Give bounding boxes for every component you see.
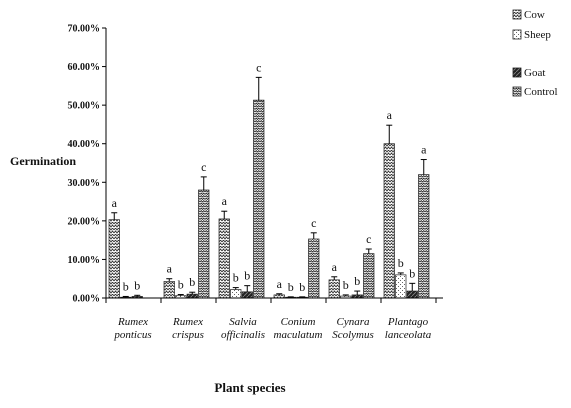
bar (329, 280, 340, 298)
significance-letter: b (123, 279, 129, 293)
bar (396, 275, 407, 298)
significance-letter: a (222, 194, 228, 208)
significance-letter: a (332, 260, 338, 274)
legend-swatch (513, 30, 521, 39)
significance-letter: b (288, 280, 294, 294)
bar (309, 239, 320, 298)
x-tick-label: Plantago (387, 316, 429, 328)
significance-letter: b (354, 274, 360, 288)
x-tick-label: Scolymus (332, 329, 374, 341)
x-tick-label: Conium (281, 316, 316, 328)
bar (231, 290, 242, 298)
y-tick-label: 70.00% (68, 24, 101, 35)
x-tick-label: ponticus (113, 329, 151, 341)
bar (109, 220, 120, 298)
significance-letter: b (134, 278, 140, 292)
x-tick-label: officinalis (221, 329, 265, 341)
bar (419, 175, 430, 298)
legend-label: Goat (524, 67, 545, 79)
bar (384, 144, 395, 298)
significance-letter: c (366, 232, 371, 246)
y-tick-label: 40.00% (68, 139, 101, 150)
significance-letter: b (244, 269, 250, 283)
y-tick-label: 20.00% (68, 216, 101, 227)
significance-letter: a (387, 108, 393, 122)
legend-label: Cow (524, 9, 545, 21)
y-tick-label: 60.00% (68, 62, 101, 73)
legend: Cow Sheep Goat Control (513, 9, 558, 98)
y-axis-label: Germination (10, 154, 76, 168)
significance-letter: b (409, 266, 415, 280)
y-tick-label: 0.00% (73, 294, 101, 305)
x-tick-label: Cynara (337, 316, 371, 328)
bar (199, 190, 210, 298)
legend-swatch (513, 68, 521, 77)
legend-swatch (513, 87, 521, 96)
bar (364, 254, 375, 298)
x-tick-label: Rumex (172, 316, 203, 328)
y-tick-label: 30.00% (68, 178, 101, 189)
x-tick-label: Salvia (229, 316, 257, 328)
bar (187, 294, 198, 298)
x-tick-label: crispus (172, 329, 204, 341)
legend-swatch (513, 10, 521, 19)
significance-letter: a (277, 277, 283, 291)
bar (219, 219, 230, 298)
x-tick-label: Rumex (117, 316, 148, 328)
significance-letter: b (233, 271, 239, 285)
significance-letter: b (189, 275, 195, 289)
y-tick-label: 50.00% (68, 101, 101, 112)
significance-letter: b (398, 256, 404, 270)
significance-letter: a (167, 262, 173, 276)
legend-label: Control (524, 86, 558, 98)
significance-letter: b (343, 278, 349, 292)
bar (242, 292, 253, 298)
y-tick-label: 10.00% (68, 255, 101, 266)
x-axis-label: Plant species (214, 380, 285, 395)
bar (164, 281, 175, 298)
x-tick-label: lanceolata (385, 329, 432, 341)
x-tick-label: maculatum (274, 329, 323, 341)
significance-letter: a (421, 143, 427, 157)
significance-letter: a (112, 196, 118, 210)
legend-label: Sheep (524, 29, 551, 41)
significance-letter: b (178, 278, 184, 292)
bar (254, 100, 265, 298)
significance-letter: c (256, 60, 261, 74)
x-axis: RumexponticusRumexcrispusSalviaofficinal… (106, 298, 443, 341)
significance-letter: c (311, 216, 316, 230)
significance-letter: c (201, 160, 206, 174)
significance-letter: b (299, 280, 305, 294)
bar (407, 291, 418, 298)
